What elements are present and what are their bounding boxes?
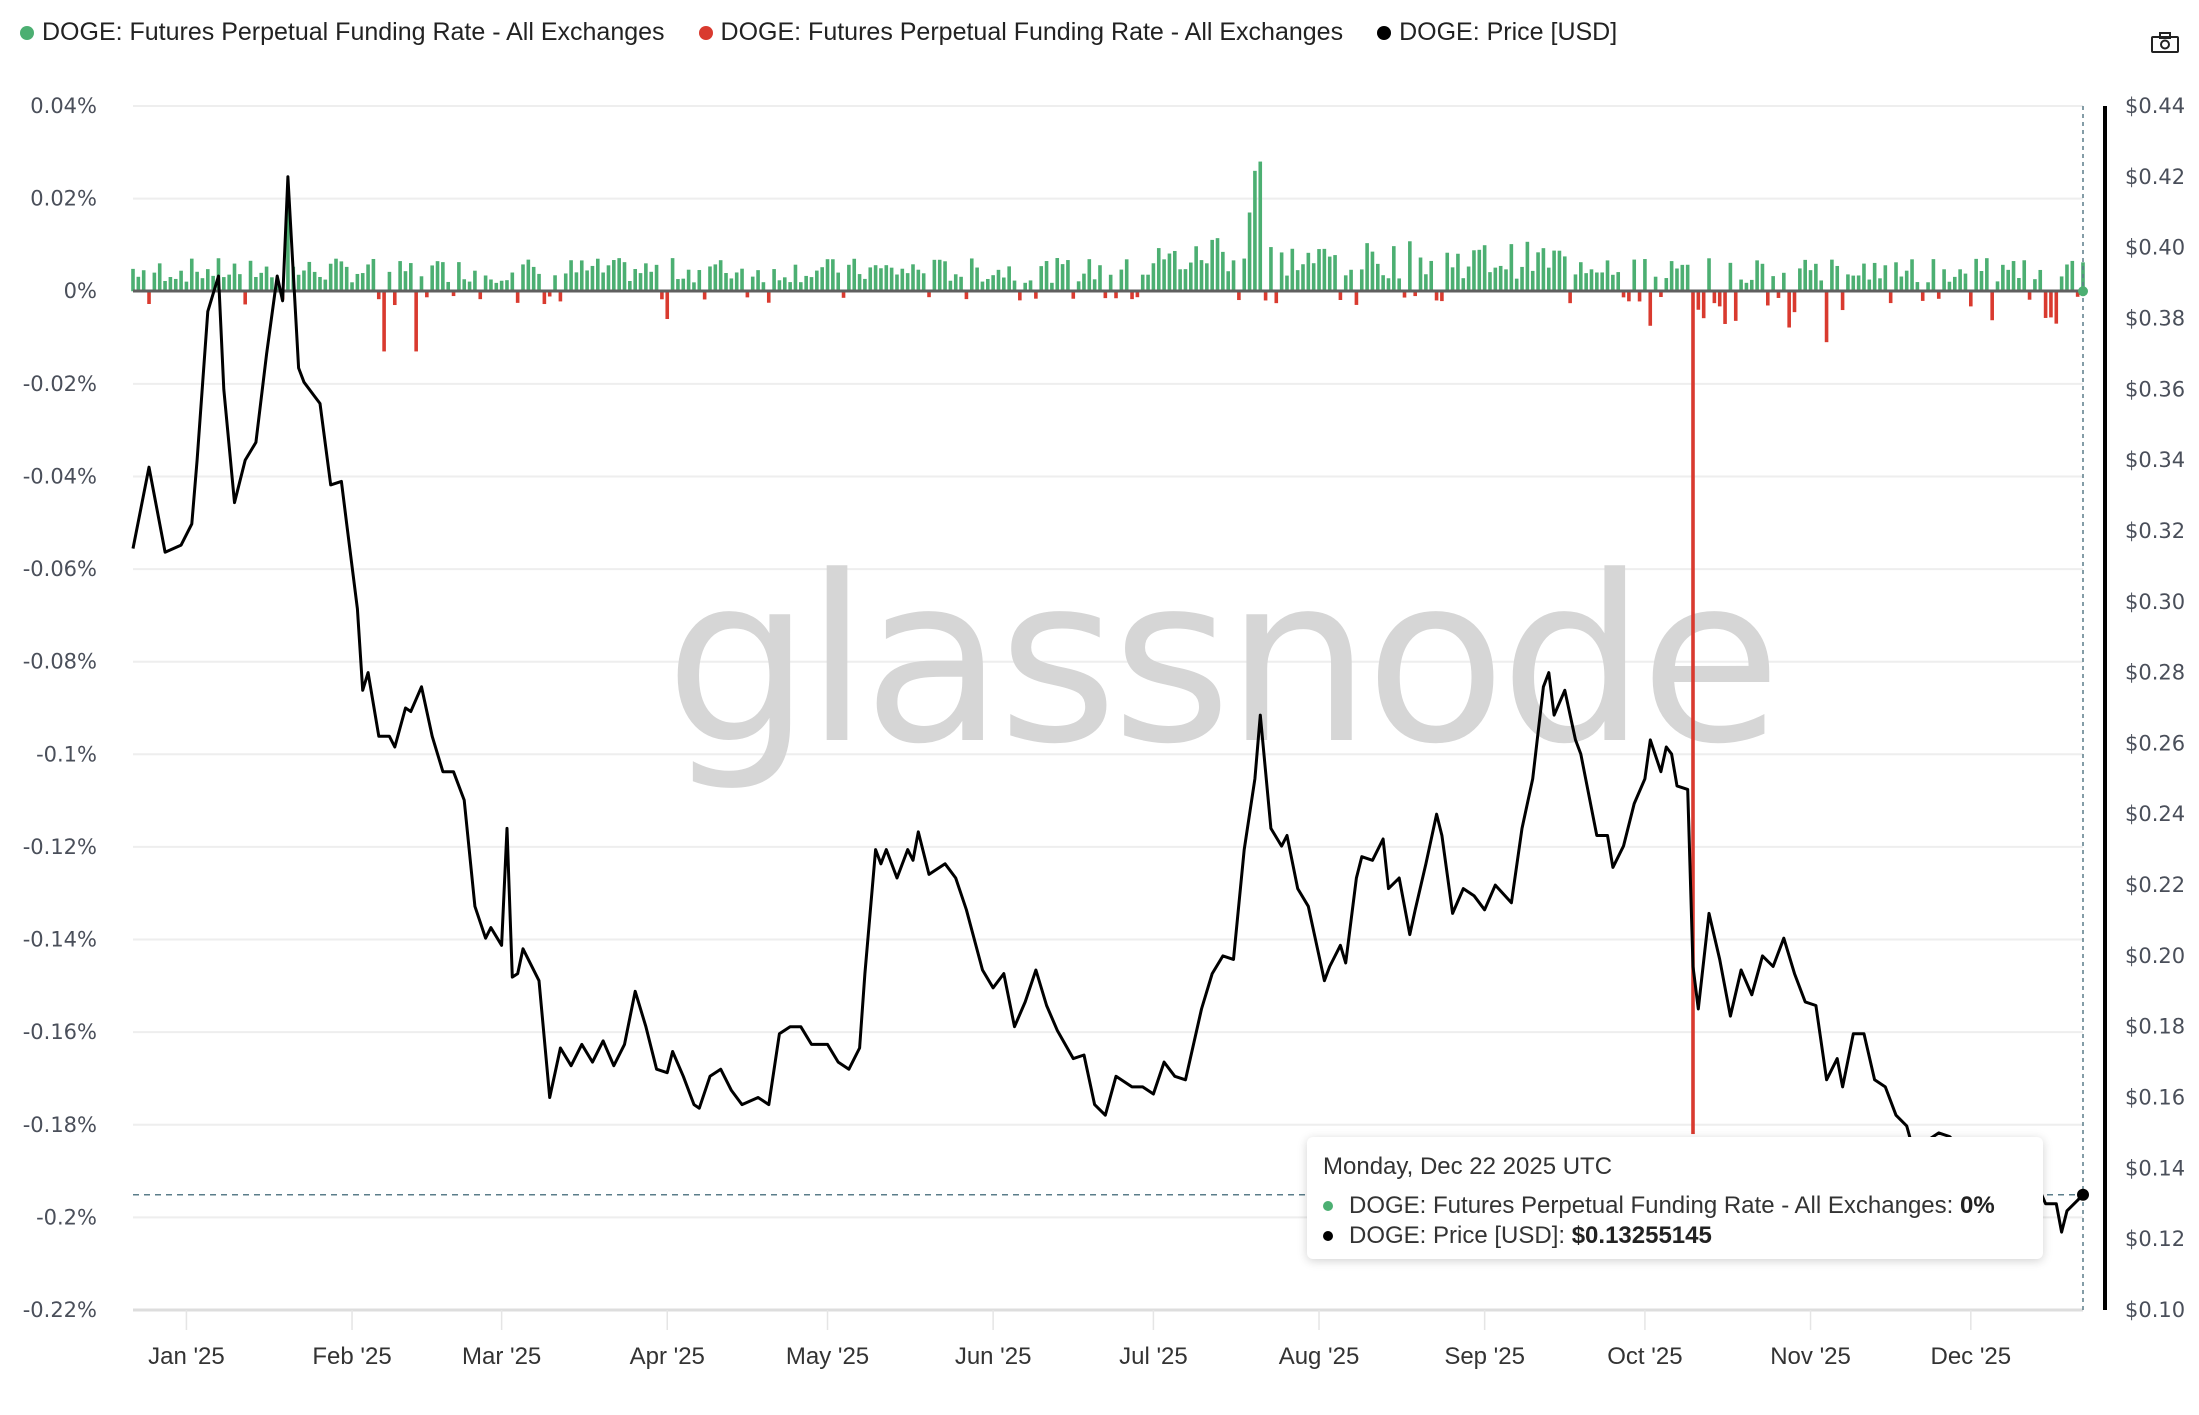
x-tick-label: Oct '25	[1607, 1343, 1682, 1370]
left-tick-label: -0.02%	[23, 372, 97, 396]
tooltip-date: Monday, Dec 22 2025 UTC	[1323, 1153, 1613, 1180]
left-tick-label: -0.12%	[23, 835, 97, 859]
right-tick-label: $0.30	[2125, 590, 2185, 614]
x-axis: Jan '25 Feb '25 Mar '25 Apr '25 May '25 Jun '…	[133, 1308, 2083, 1370]
x-tick-label: Jan '25	[148, 1343, 225, 1370]
right-tick-label: $0.12	[2125, 1227, 2185, 1251]
funding-marker	[2078, 286, 2088, 297]
x-tick-label: Sep '25	[1444, 1343, 1525, 1370]
black-dot-icon	[1377, 25, 1392, 40]
green-dot-icon	[20, 25, 34, 40]
right-tick-label: $0.18	[2125, 1015, 2185, 1039]
right-tick-label: $0.36	[2125, 377, 2185, 401]
left-tick-label: -0.04%	[23, 464, 97, 488]
tooltip-funding-label: DOGE: Futures Perpetual Funding Rate - A…	[1349, 1192, 1960, 1219]
right-tick-label: $0.38	[2125, 306, 2185, 330]
right-y-axis: $0.44 $0.42 $0.40 $0.38 $0.36 $0.34 $0.32 $0.30…	[2125, 94, 2185, 1322]
right-tick-label: $0.28	[2125, 661, 2185, 685]
black-dot-icon	[1323, 1231, 1333, 1241]
left-tick-label: 0.02%	[30, 187, 97, 211]
tooltip-funding-row: DOGE: Futures Perpetual Funding Rate - A…	[1323, 1191, 2027, 1221]
legend-label: DOGE: Futures Perpetual Funding Rate - A…	[42, 18, 665, 46]
legend-label: DOGE: Futures Perpetual Funding Rate - A…	[720, 18, 1344, 46]
legend-item-price[interactable]: DOGE: Price [USD]	[1377, 18, 1617, 47]
left-tick-label: 0%	[64, 279, 97, 303]
right-tick-label: $0.10	[2125, 1298, 2185, 1322]
right-tick-label: $0.22	[2125, 873, 2185, 897]
right-tick-label: $0.20	[2125, 944, 2185, 968]
right-tick-label: $0.42	[2125, 165, 2185, 189]
x-tick-label: Feb '25	[312, 1343, 391, 1370]
left-tick-label: -0.06%	[23, 557, 97, 581]
tooltip-price-row: DOGE: Price [USD]: $0.13255145	[1323, 1221, 2027, 1251]
right-tick-label: $0.26	[2125, 731, 2185, 755]
tooltip-funding-value: 0%	[1959, 1192, 1995, 1219]
x-tick-label: Nov '25	[1770, 1343, 1851, 1370]
left-tick-label: -0.16%	[23, 1020, 97, 1044]
legend-item-funding-negative[interactable]: DOGE: Futures Perpetual Funding Rate - A…	[698, 18, 1344, 47]
left-tick-label: -0.14%	[23, 928, 97, 952]
x-tick-label: Mar '25	[462, 1343, 541, 1370]
x-tick-label: Apr '25	[630, 1343, 705, 1370]
right-tick-label: $0.34	[2125, 448, 2185, 472]
right-tick-label: $0.14	[2125, 1156, 2185, 1180]
left-tick-label: -0.1%	[36, 742, 97, 766]
price-marker	[2077, 1188, 2089, 1201]
left-tick-label: -0.22%	[23, 1298, 97, 1322]
left-y-axis: 0.04% 0.02% 0% -0.02% -0.04% -0.06% -0.08% -0.1…	[23, 94, 97, 1322]
x-tick-label: May '25	[786, 1343, 869, 1370]
tooltip-price-label: DOGE: Price [USD]:	[1349, 1222, 1572, 1249]
left-tick-label: -0.18%	[23, 1113, 97, 1137]
watermark: glassnode	[665, 528, 1776, 795]
right-tick-label: $0.32	[2125, 519, 2185, 543]
tooltip-price-value: $0.13255145	[1571, 1222, 1712, 1249]
legend: DOGE: Futures Perpetual Funding Rate - A…	[20, 18, 1617, 47]
price-line	[131, 175, 2085, 1234]
funding-bars	[131, 161, 2085, 1135]
right-tick-label: $0.16	[2125, 1086, 2185, 1110]
red-dot-icon	[698, 25, 713, 40]
tooltip: Monday, Dec 22 2025 UTC DOGE: Futures Pe…	[1307, 1137, 2043, 1259]
left-tick-label: -0.08%	[23, 650, 97, 674]
x-tick-label: Aug '25	[1279, 1343, 1360, 1370]
right-tick-label: $0.24	[2125, 802, 2185, 826]
x-tick-label: Dec '25	[1930, 1343, 2011, 1370]
left-tick-label: -0.2%	[36, 1205, 97, 1229]
legend-item-funding-positive[interactable]: DOGE: Futures Perpetual Funding Rate - A…	[20, 18, 665, 47]
x-tick-label: Jul '25	[1119, 1343, 1188, 1370]
left-tick-label: 0.04%	[30, 94, 97, 118]
right-tick-label: $0.44	[2125, 94, 2185, 118]
right-tick-label: $0.40	[2125, 236, 2185, 260]
green-dot-icon	[1323, 1201, 1333, 1211]
camera-icon[interactable]	[2151, 32, 2179, 54]
x-tick-label: Jun '25	[955, 1343, 1032, 1370]
legend-label: DOGE: Price [USD]	[1399, 18, 1618, 46]
